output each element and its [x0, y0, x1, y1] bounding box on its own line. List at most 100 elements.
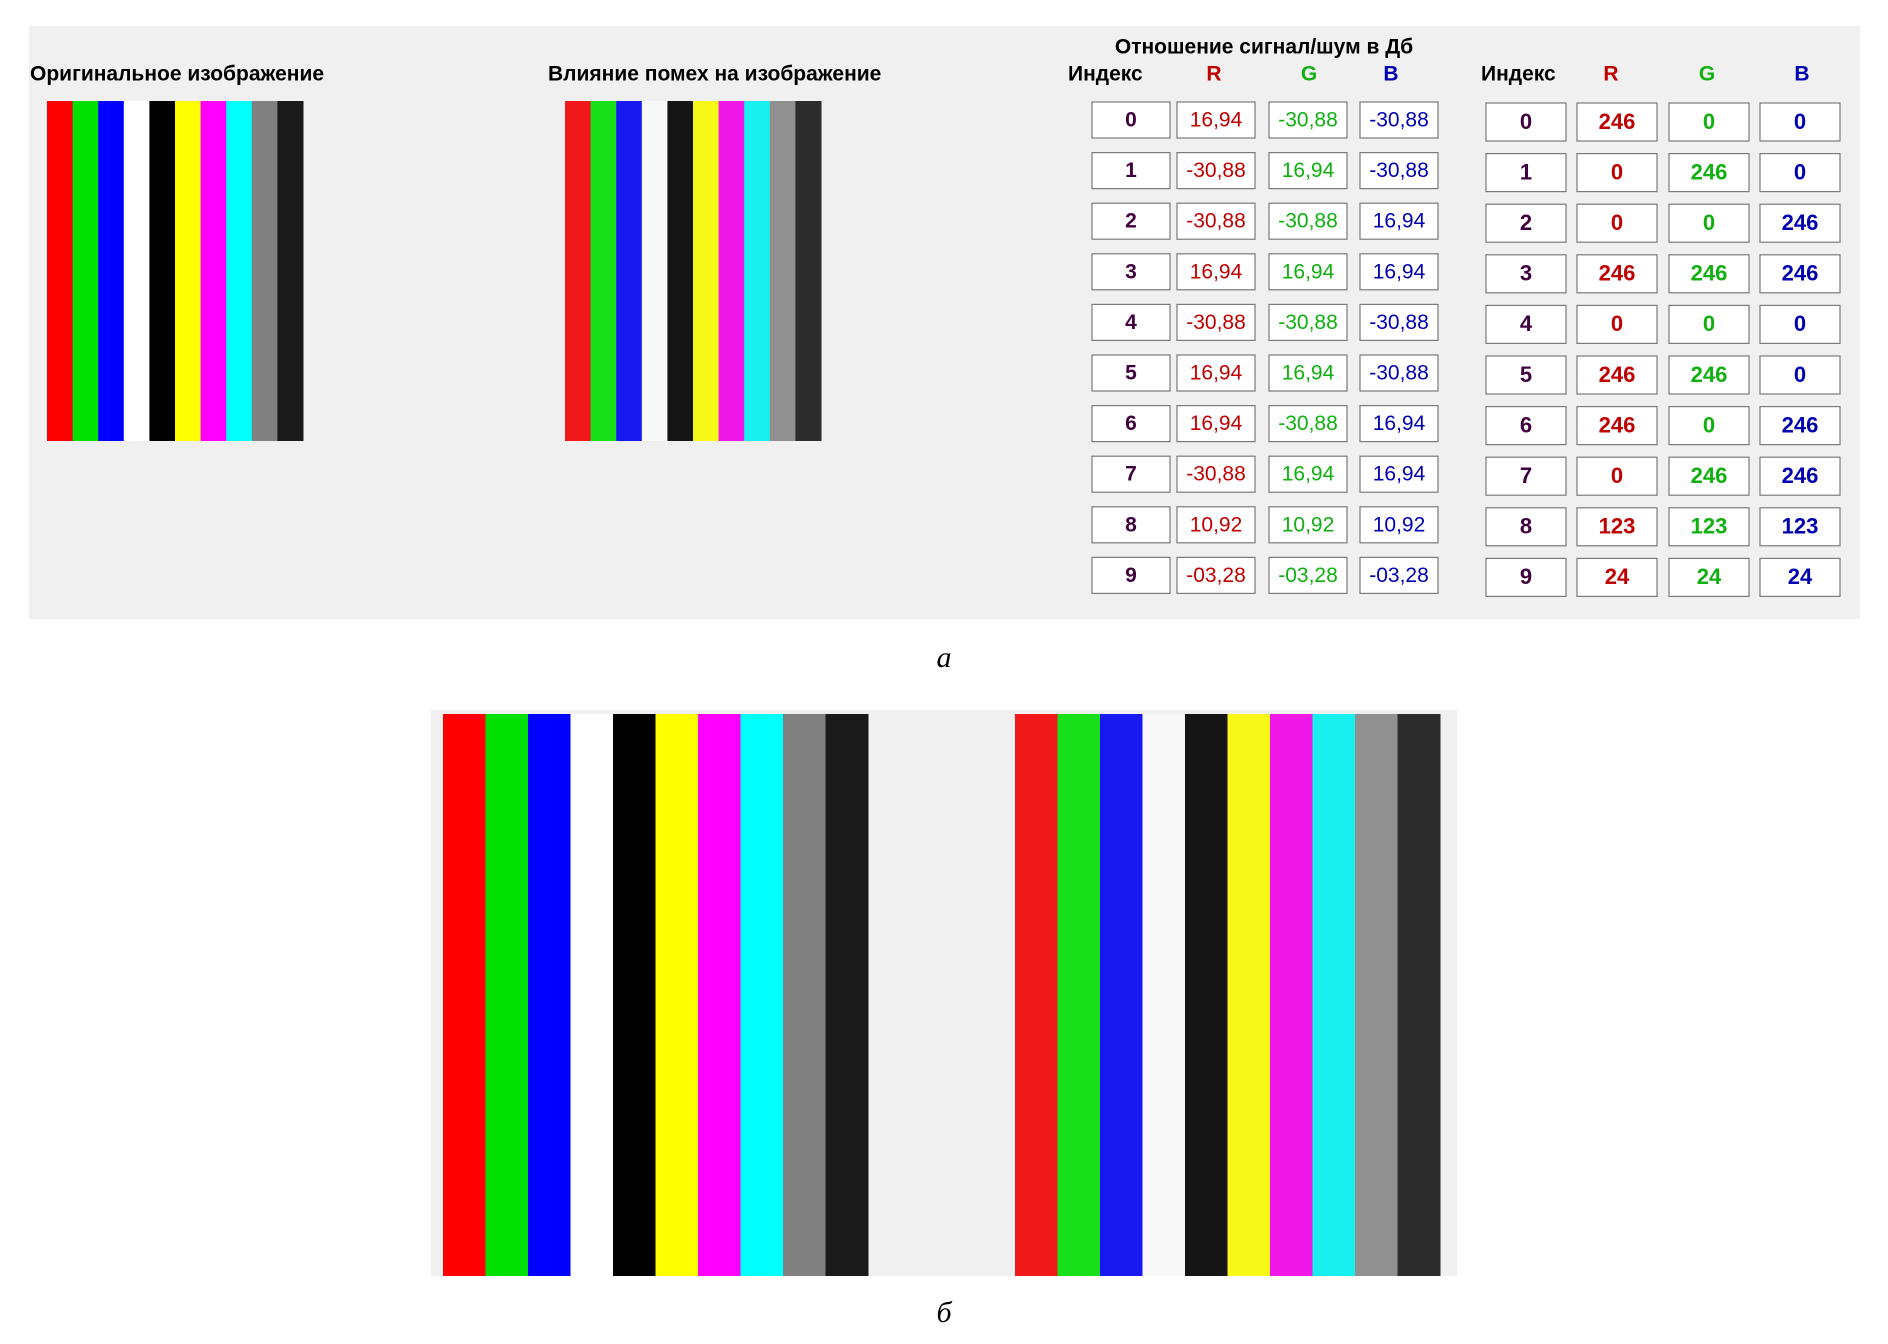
column-header: R — [1206, 63, 1221, 86]
stripe-original-large — [570, 714, 614, 1276]
cell-value: 16,94 — [1373, 463, 1426, 486]
stripe-noisy — [693, 101, 720, 441]
cell-value: 0 — [1794, 311, 1806, 336]
cell-value: 246 — [1691, 463, 1728, 488]
cell-value: 0 — [1611, 311, 1623, 336]
stripe-noisy-large — [1397, 714, 1441, 1276]
cell-value: 0 — [1703, 109, 1715, 134]
cell-box — [1759, 203, 1841, 243]
stripe-original — [98, 101, 125, 441]
stripe-original — [175, 101, 202, 441]
stripe-original — [200, 101, 227, 441]
cell-box — [1091, 152, 1171, 190]
cell-value: -30,88 — [1278, 109, 1338, 132]
cell-box — [1576, 254, 1658, 294]
cell-value: 0 — [1611, 210, 1623, 235]
column-header: R — [1603, 63, 1618, 86]
cell-value: 16,94 — [1373, 210, 1426, 233]
cell-value: -30,88 — [1186, 210, 1246, 233]
cell-box — [1576, 304, 1658, 344]
cell-box — [1091, 202, 1171, 240]
cell-box — [1359, 152, 1439, 190]
cell-value: 123 — [1782, 514, 1819, 539]
cell-box — [1485, 507, 1567, 547]
cell-box — [1091, 354, 1171, 392]
stripe-noisy — [667, 101, 694, 441]
column-header: B — [1383, 63, 1398, 86]
cell-box — [1668, 406, 1750, 446]
stripe-noisy-large — [1142, 714, 1186, 1276]
cell-box — [1576, 456, 1658, 496]
cell-value: -30,88 — [1369, 362, 1429, 385]
cell-value: -30,88 — [1369, 109, 1429, 132]
cell-value: 246 — [1599, 362, 1636, 387]
cell-value: -30,88 — [1369, 159, 1429, 182]
cell-value: 9 — [1520, 564, 1532, 589]
cell-box — [1176, 405, 1256, 443]
cell-value: 123 — [1599, 514, 1636, 539]
cell-value: 246 — [1691, 159, 1728, 184]
cell-value: 16,94 — [1282, 362, 1335, 385]
cell-value: 246 — [1782, 463, 1819, 488]
cell-value: 0 — [1794, 109, 1806, 134]
cell-value: 1 — [1520, 159, 1532, 184]
cell-box — [1485, 406, 1567, 446]
stripe-original-large — [783, 714, 826, 1276]
cell-box — [1359, 405, 1439, 443]
stripe-noisy-large — [1185, 714, 1228, 1276]
cell-box — [1268, 455, 1348, 493]
cell-box — [1176, 152, 1256, 190]
stripe-noisy — [641, 101, 668, 441]
cell-value: 24 — [1605, 564, 1630, 589]
cell-value: 8 — [1125, 513, 1137, 536]
column-header: G — [1301, 63, 1317, 86]
cell-value: 16,94 — [1282, 260, 1335, 283]
cell-value: 0 — [1520, 109, 1532, 134]
cell-value: 246 — [1691, 362, 1728, 387]
cell-box — [1485, 153, 1567, 193]
stripe-original-large — [825, 714, 869, 1276]
cell-box — [1576, 406, 1658, 446]
cell-box — [1759, 102, 1841, 142]
stripe-original — [123, 101, 150, 441]
stripe-original — [47, 101, 74, 441]
stripe-noisy — [590, 101, 617, 441]
cell-box — [1091, 253, 1171, 291]
stripe-original — [277, 101, 304, 441]
cell-value: 246 — [1691, 261, 1728, 286]
cell-value: -30,88 — [1186, 463, 1246, 486]
cell-box — [1485, 254, 1567, 294]
cell-value: 2 — [1125, 210, 1137, 233]
cell-value: 6 — [1520, 412, 1532, 437]
cell-value: 7 — [1125, 463, 1137, 486]
cell-value: 246 — [1599, 261, 1636, 286]
cell-box — [1668, 254, 1750, 294]
cell-value: 0 — [1611, 159, 1623, 184]
cell-box — [1176, 253, 1256, 291]
cell-box — [1485, 557, 1567, 598]
cell-value: 0 — [1794, 159, 1806, 184]
cell-box — [1759, 254, 1841, 294]
cell-box — [1485, 102, 1567, 142]
cell-value: 3 — [1520, 261, 1532, 286]
cell-box — [1359, 506, 1439, 544]
cell-box — [1091, 101, 1171, 139]
cell-box — [1668, 507, 1750, 547]
title-noisy: Влияние помех на изображение — [548, 63, 881, 86]
stripe-noisy — [718, 101, 745, 441]
cell-box — [1268, 253, 1348, 291]
cell-value: 24 — [1788, 564, 1813, 589]
stripe-original-large — [740, 714, 784, 1276]
cell-value: -30,88 — [1278, 412, 1338, 435]
cell-value: 246 — [1782, 412, 1819, 437]
stripe-original — [72, 101, 99, 441]
cell-value: 16,94 — [1373, 260, 1426, 283]
cell-box — [1759, 355, 1841, 395]
cell-box — [1359, 202, 1439, 240]
cell-value: 0 — [1125, 109, 1137, 132]
caption-b: б — [936, 1296, 952, 1329]
stripe-noisy-large — [1270, 714, 1313, 1276]
cell-value: 24 — [1697, 564, 1722, 589]
cell-value: -30,88 — [1186, 159, 1246, 182]
cell-value: -03,28 — [1186, 564, 1246, 587]
